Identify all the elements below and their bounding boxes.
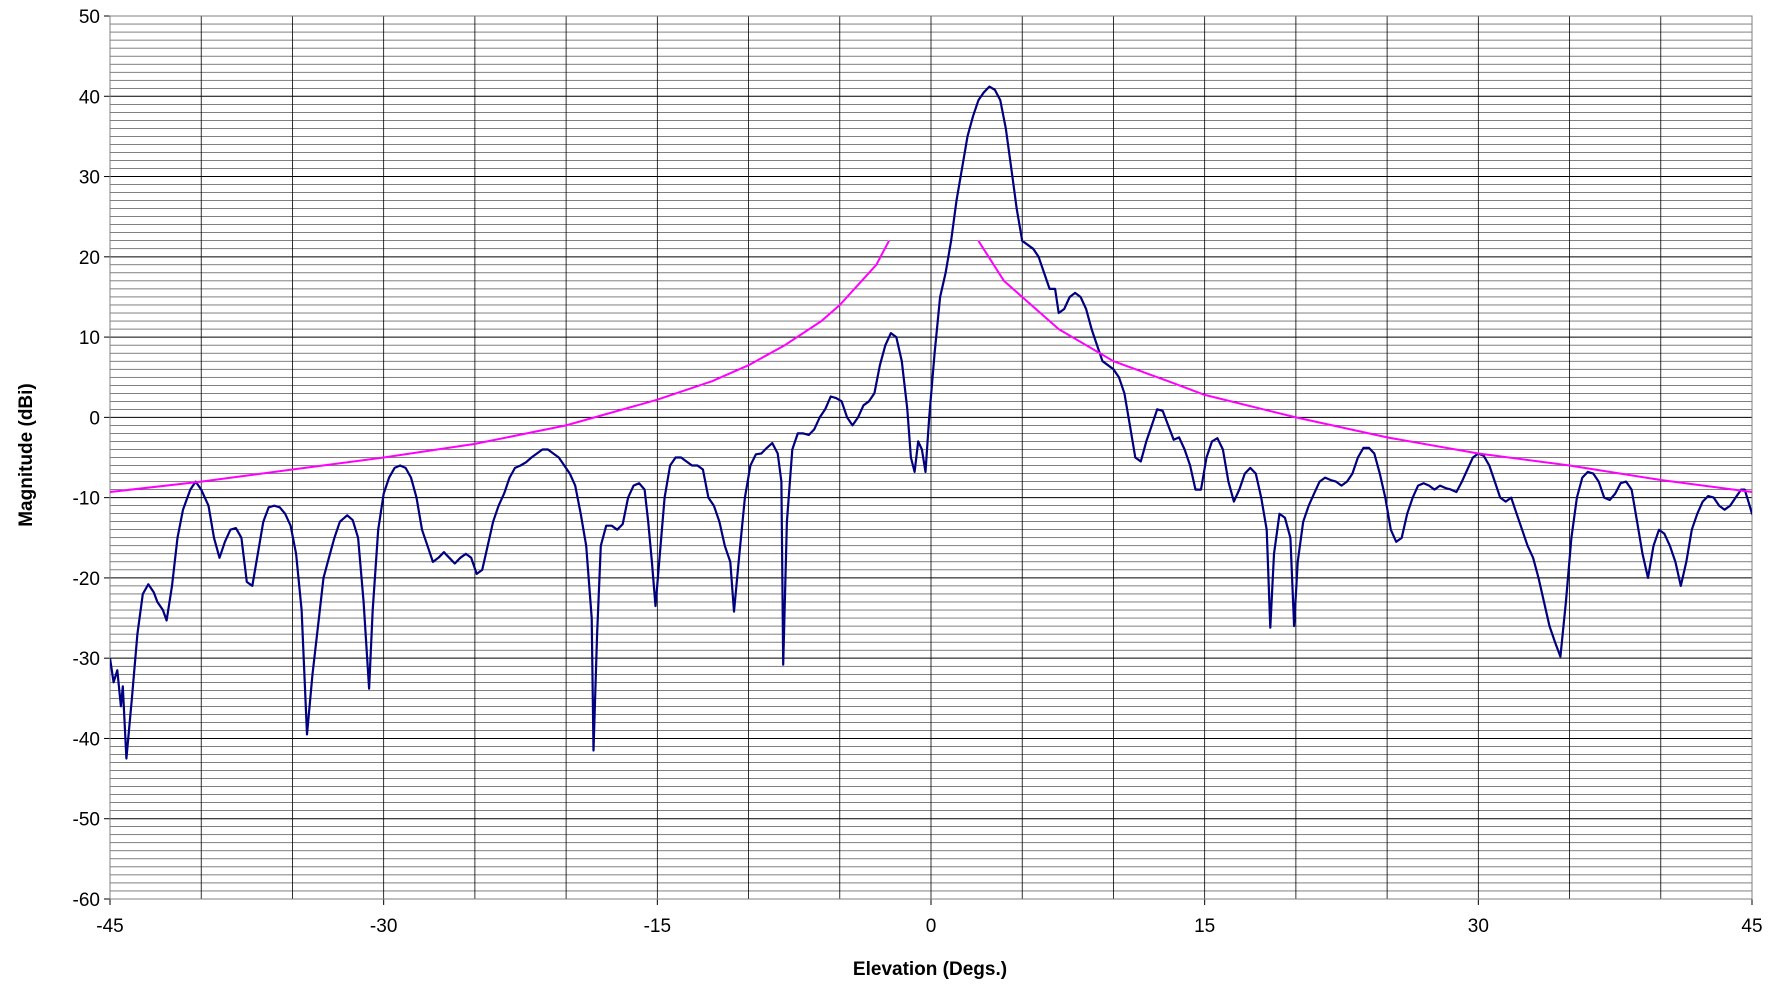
y-tick-label: -50: [73, 810, 100, 831]
measured-pattern-line: [110, 85, 1752, 760]
y-axis-title: Magnitude (dBi): [16, 383, 37, 527]
envelope-line: [110, 240, 890, 493]
x-tick-label: 30: [1468, 916, 1489, 937]
y-tick-label: 50: [79, 7, 100, 28]
y-tick-label: -60: [73, 890, 100, 911]
x-tick-label: 45: [1741, 916, 1762, 937]
y-tick-label: 40: [79, 87, 100, 108]
y-tick-label: 30: [79, 168, 100, 189]
y-tick-label: -40: [73, 729, 100, 750]
y-tick-label: 20: [79, 248, 100, 269]
y-tick-label: -20: [73, 569, 100, 590]
y-tick-label: -10: [73, 489, 100, 510]
x-tick-label: 0: [926, 916, 937, 937]
x-axis-title: Elevation (Degs.): [853, 959, 1007, 980]
major-gridlines: [104, 15, 1753, 905]
y-tick-label: 10: [79, 328, 100, 349]
envelope-line: [977, 240, 1752, 493]
x-tick-label: 15: [1194, 916, 1215, 937]
series-layer: [110, 85, 1752, 760]
y-tick-label: -30: [73, 649, 100, 670]
y-tick-label: 0: [89, 408, 100, 429]
x-tick-label: -15: [644, 916, 671, 937]
x-tick-label: -30: [370, 916, 397, 937]
y-axis-tick-labels: 50 40 30 20 10 0 -10 -20 -30 -40 -50 -60: [73, 7, 100, 911]
plot-area-frame: [109, 15, 1753, 900]
x-axis-tick-labels: -45 -30 -15 0 15 30 45: [96, 916, 1762, 937]
x-tick-label: -45: [96, 916, 123, 937]
